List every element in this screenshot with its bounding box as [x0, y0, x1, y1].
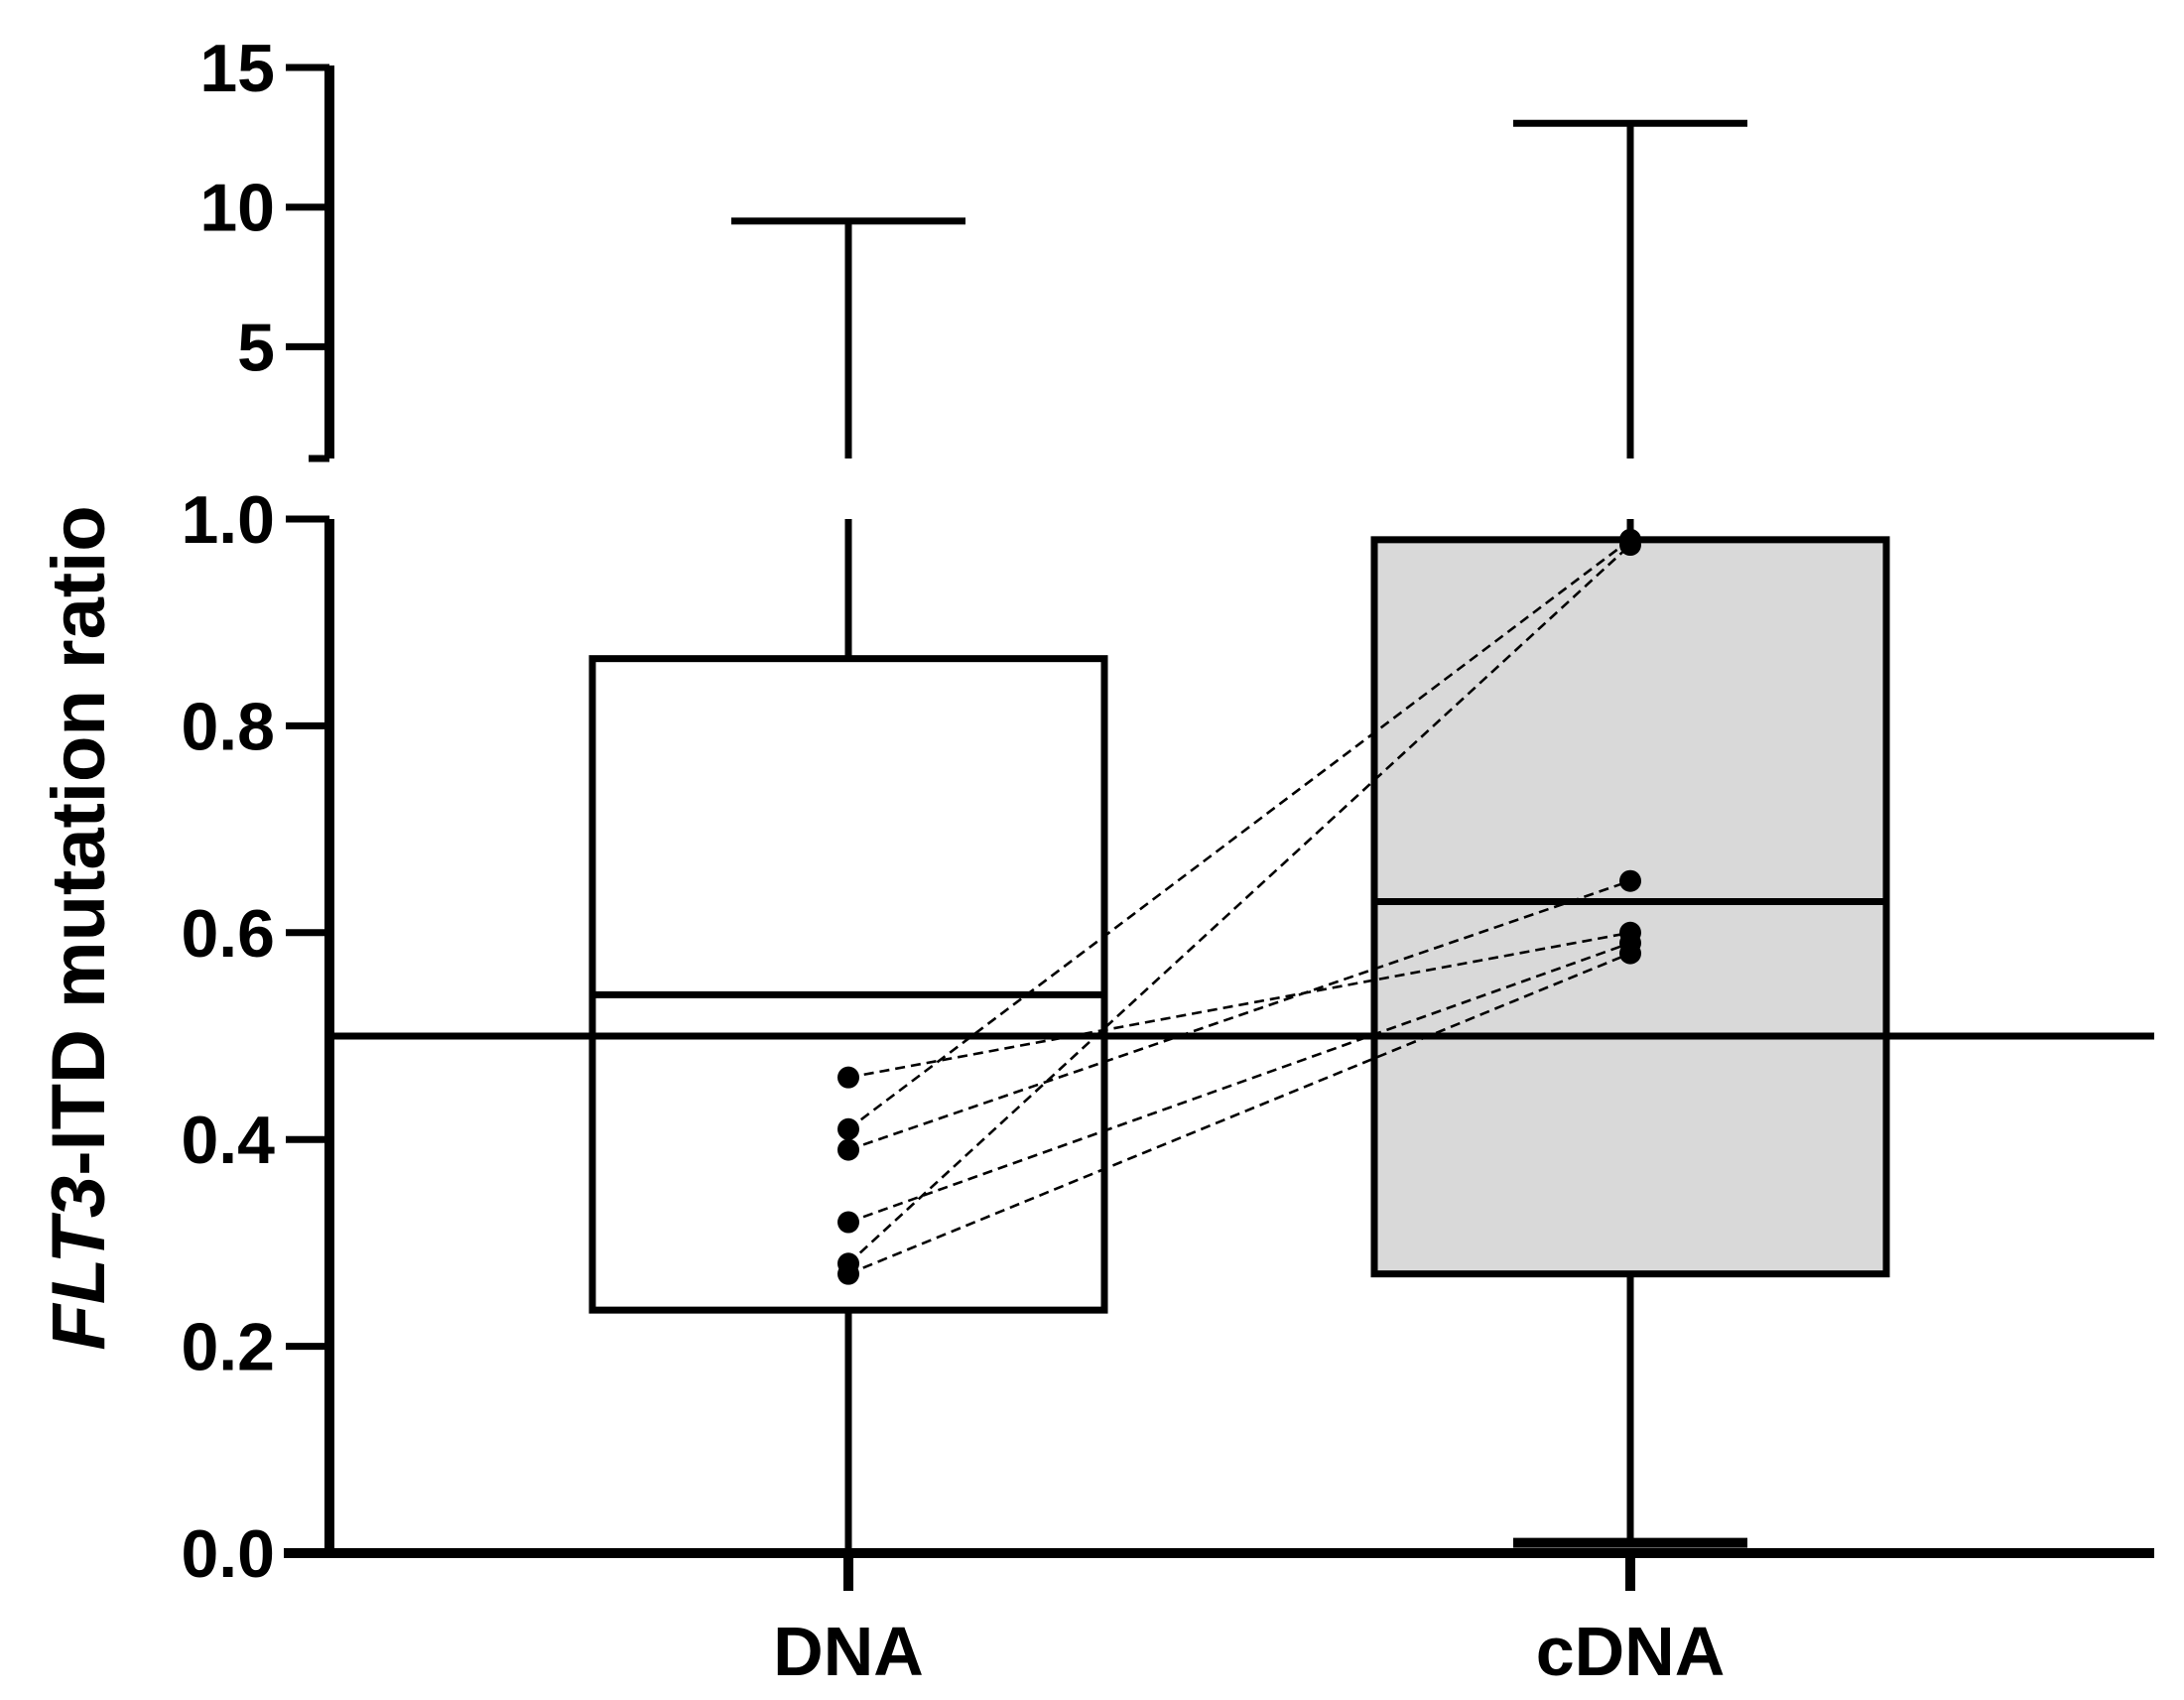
dna-point-1: [837, 1117, 859, 1140]
y-axis-label-italic: FLT3: [37, 1176, 121, 1351]
dna-box: [588, 655, 1108, 1314]
y-tick-label-10: 10: [199, 171, 275, 246]
x-category-label-dna: DNA: [773, 1613, 924, 1690]
y-tick-label-0.0: 0.0: [181, 1516, 275, 1592]
cdna-point-2: [1619, 869, 1641, 892]
dna-point-3: [837, 1211, 859, 1234]
y-tick-label-0.4: 0.4: [181, 1103, 275, 1178]
y-tick-label-1.0: 1.0: [181, 482, 275, 558]
y-tick-label-5: 5: [237, 310, 275, 385]
cdna-point-5: [1619, 942, 1641, 965]
paired-connector-4: [847, 544, 1631, 1265]
y-tick-label-0.2: 0.2: [181, 1310, 275, 1385]
y-tick-label-0.6: 0.6: [181, 896, 275, 972]
y-tick-label-0.8: 0.8: [181, 689, 275, 764]
dna-point-2: [837, 1138, 859, 1161]
paired-connector-3: [847, 941, 1631, 1224]
x-category-label-cdna: cDNA: [1536, 1613, 1726, 1690]
dna-point-5: [837, 1262, 859, 1285]
paired-connector-2: [847, 879, 1631, 1151]
y-tick-label-15: 15: [199, 31, 275, 106]
plot-area: 0.0 0.2 0.4 0.6 0.8 1.0 5 10 15 DNA cDNA: [181, 31, 2154, 1690]
cdna-point-4: [1619, 534, 1641, 557]
dna-point-0: [837, 1066, 859, 1089]
y-axis-label-rest: -ITD mutation ratio: [37, 505, 121, 1176]
cdna-box: [1370, 536, 1890, 1278]
paired-connector-0: [847, 931, 1631, 1079]
paired-connector-1: [847, 538, 1631, 1130]
y-axis-label: FLT3-ITD mutation ratio: [37, 505, 121, 1350]
paired-connector-5: [847, 952, 1631, 1275]
